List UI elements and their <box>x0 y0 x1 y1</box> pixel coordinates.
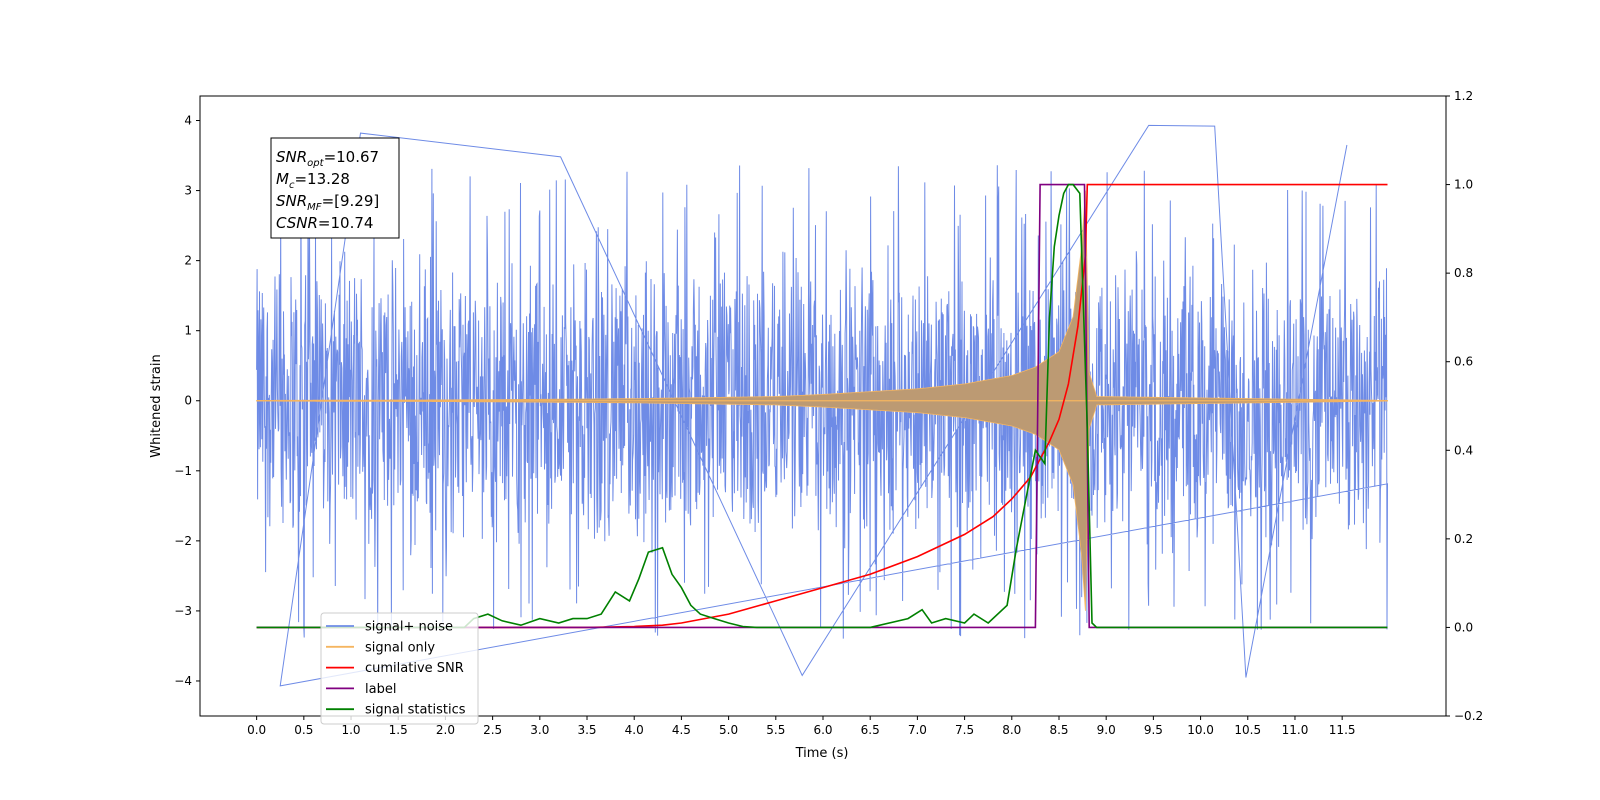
right-y-tick-label: 1.0 <box>1454 178 1473 192</box>
x-axis: 0.0 0.5 1.0 1.5 2.0 2.5 3.0 3.5 4.0 4.5 5.0 5.5 6.0 6… <box>247 716 1356 737</box>
left-y-tick-label: 1 <box>184 324 192 338</box>
legend-label: signal statistics <box>365 703 466 718</box>
x-tick-label: 6.0 <box>813 723 832 737</box>
series-cumilative-snr <box>256 183 1388 629</box>
x-tick-label: 11.5 <box>1329 723 1356 737</box>
left-y-tick-label: 3 <box>184 184 192 198</box>
x-tick-label: 1.5 <box>389 723 408 737</box>
right-y-tick-label: 0.0 <box>1454 620 1473 634</box>
left-y-tick-label: −3 <box>174 604 192 618</box>
x-tick-label: 9.0 <box>1097 723 1116 737</box>
left-y-tick-label: 0 <box>184 394 192 408</box>
x-tick-label: 10.0 <box>1187 723 1214 737</box>
right-y-axis: 1.2 1.0 0.8 0.6 0.4 0.2 0.0 −0.2 <box>1446 89 1483 723</box>
left-y-tick-label: −1 <box>174 464 192 478</box>
annotation-line: SNRopt=10.67 <box>276 148 379 169</box>
x-tick-label: 5.5 <box>766 723 785 737</box>
x-tick-label: 1.0 <box>341 723 360 737</box>
x-tick-label: 10.5 <box>1234 723 1261 737</box>
x-tick-label: 0.0 <box>247 723 266 737</box>
right-y-tick-label: −0.2 <box>1454 709 1483 723</box>
legend-frame <box>320 612 479 725</box>
x-tick-label: 7.0 <box>908 723 927 737</box>
x-tick-label: 11.0 <box>1282 723 1309 737</box>
left-y-tick-label: 4 <box>184 114 192 128</box>
legend: signal+ noise signal only cumilative SNR la… <box>320 612 479 725</box>
annotation-line: SNRMF=[9.29] <box>276 192 379 213</box>
legend-label: label <box>365 682 396 697</box>
left-y-tick-label: −2 <box>174 534 192 548</box>
x-tick-label: 9.5 <box>1144 723 1163 737</box>
annotation-frame <box>270 137 400 239</box>
legend-label: signal only <box>365 640 435 655</box>
x-tick-label: 3.5 <box>577 723 596 737</box>
annotation-line: Mc=13.28 <box>276 170 350 191</box>
left-y-axis: 4 3 2 1 0 −1 −2 −3 −4 <box>174 114 200 688</box>
legend-label: signal+ noise <box>365 620 453 635</box>
right-y-tick-label: 0.8 <box>1454 266 1473 280</box>
data-layer <box>256 124 1389 687</box>
x-tick-label: 0.5 <box>294 723 313 737</box>
annotation-line: CSNR=10.74 <box>276 214 373 232</box>
right-y-tick-label: 0.6 <box>1454 355 1473 369</box>
right-y-tick-label: 0.4 <box>1454 443 1473 457</box>
left-y-tick-label: −4 <box>174 674 192 688</box>
series-signal-statistics <box>256 183 1388 629</box>
x-tick-label: 2.5 <box>483 723 502 737</box>
legend-label: cumilative SNR <box>365 661 464 676</box>
right-y-tick-label: 1.2 <box>1454 89 1473 103</box>
x-tick-label: 8.0 <box>1002 723 1021 737</box>
x-tick-label: 6.5 <box>861 723 880 737</box>
x-tick-label: 3.0 <box>530 723 549 737</box>
x-tick-label: 4.5 <box>672 723 691 737</box>
x-tick-label: 8.5 <box>1049 723 1068 737</box>
right-y-tick-label: 0.2 <box>1454 532 1473 546</box>
series-signal-noise <box>256 124 1389 687</box>
x-tick-label: 2.0 <box>436 723 455 737</box>
x-tick-label: 4.0 <box>625 723 644 737</box>
x-tick-label: 5.0 <box>719 723 738 737</box>
annotation-box: SNRopt=10.67Mc=13.28SNRMF=[9.29]CSNR=10.… <box>270 137 400 239</box>
left-y-tick-label: 2 <box>184 254 192 268</box>
x-axis-label: Time (s) <box>795 746 849 761</box>
x-tick-label: 7.5 <box>955 723 974 737</box>
y-axis-label: Whitened strain <box>149 354 164 457</box>
